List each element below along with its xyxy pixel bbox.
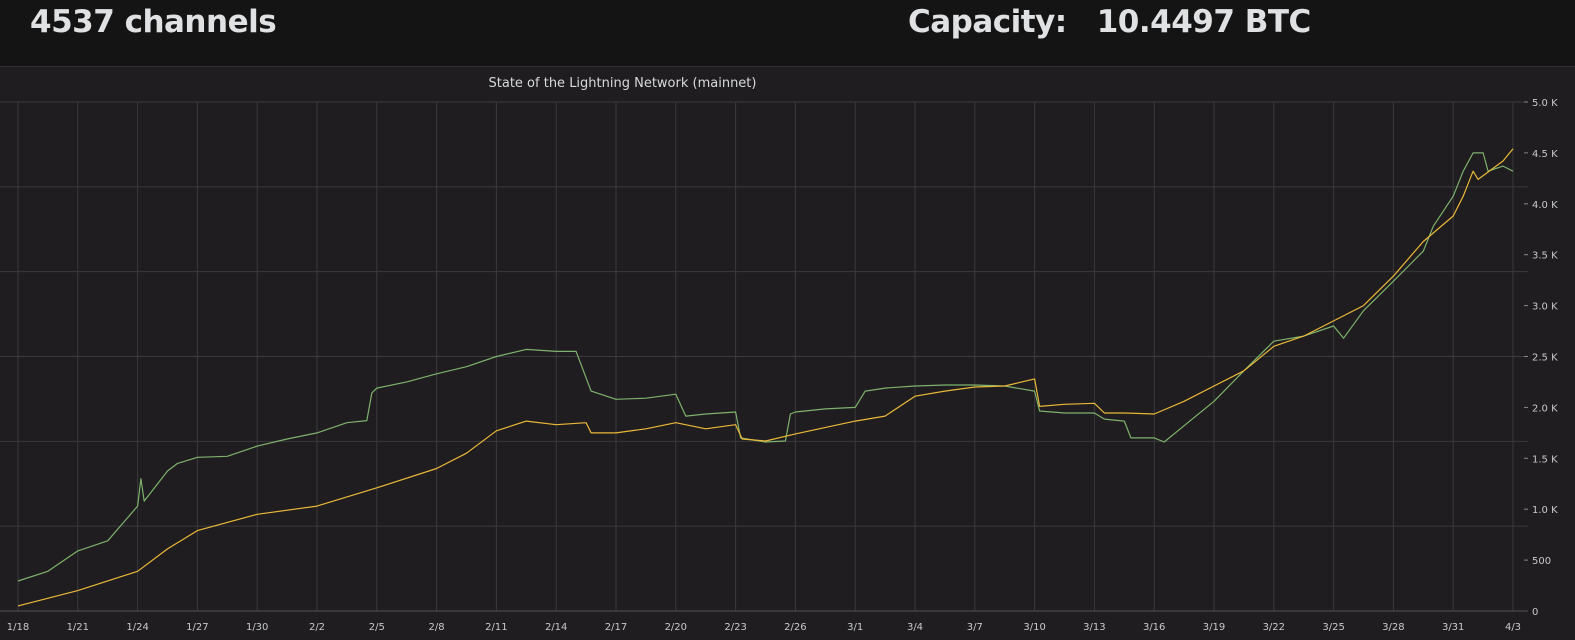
graph-panel: State of the Lightning Network (mainnet)… [0,66,1575,640]
x-tick-label: 3/1 [847,622,863,633]
y-tick-label: 5.0 K [1532,98,1558,109]
y-tick-label: 2.5 K [1532,353,1558,364]
x-tick-label: 2/2 [309,622,325,633]
x-tick-label: 2/11 [485,622,507,633]
x-tick-label: 2/14 [545,622,567,633]
capacity-value: 10.4497 BTC [1096,4,1312,40]
x-tick-label: 3/28 [1382,622,1404,633]
line-chart: 1/18 1/21 1/24 1/27 1/30 2/2 2/5 2/8 2/11 2/14 2/1… [0,98,1558,633]
y-tick-label: 0 [1532,607,1538,618]
x-tick-label: 2/26 [784,622,806,633]
x-tick-label: 1/24 [126,622,148,633]
capacity-stat: Capacity: 10.4497 BTC [908,4,1311,40]
y-tick-label: 1.5 K [1532,454,1558,465]
x-tick-label: 3/22 [1263,622,1285,633]
x-tick-label: 3/16 [1143,622,1165,633]
x-tick-label: 4/3 [1505,622,1521,633]
x-tick-label: 1/30 [246,622,268,633]
y-tick-label: 3.0 K [1532,302,1558,313]
y-tick-label: 1.0 K [1532,505,1558,516]
x-tick-label: 2/20 [665,622,687,633]
y-tick-label: 4.5 K [1532,149,1558,160]
capacity-label: Capacity: [908,4,1067,40]
y-tick-label: 2.0 K [1532,403,1558,414]
x-tick-label: 3/25 [1322,622,1344,633]
panel-title[interactable]: State of the Lightning Network (mainnet) [488,76,757,91]
y-tick-label: 4.0 K [1532,200,1558,211]
x-tick-label: 3/19 [1203,622,1225,633]
series-line-2 [17,148,1514,607]
x-tick-label: 2/23 [724,622,746,633]
channels-stat: 4537 channels [30,4,277,40]
y-tick-label: 500 [1532,556,1551,567]
x-tick-label: 1/18 [7,622,29,633]
x-tick-label: 3/4 [907,622,923,633]
x-tick-label: 2/8 [429,622,445,633]
x-tick-label: 1/27 [186,622,208,633]
x-tick-label: 3/7 [967,622,983,633]
x-tick-label: 3/31 [1442,622,1464,633]
x-tick-label: 2/5 [369,622,385,633]
y-tick-label: 3.5 K [1532,251,1558,262]
x-tick-label: 3/10 [1023,622,1045,633]
stats-header: 4537 channels Capacity: 10.4497 BTC [0,0,1575,66]
x-tick-label: 2/17 [605,622,627,633]
x-tick-label: 1/21 [67,622,89,633]
series-line-1 [17,152,1514,582]
x-tick-label: 3/13 [1083,622,1105,633]
